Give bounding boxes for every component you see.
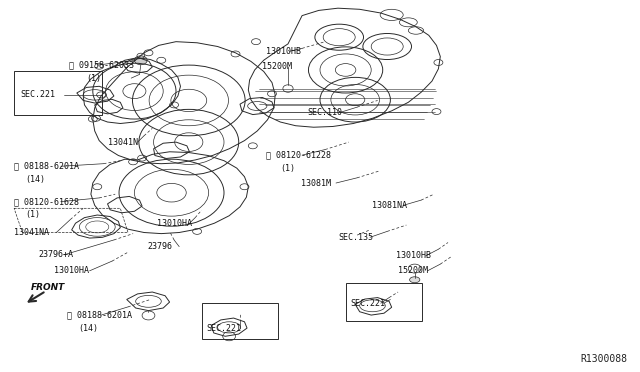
Text: 13010HB: 13010HB: [266, 47, 301, 56]
Bar: [14, 71, 102, 115]
Text: 13010HA: 13010HA: [157, 219, 192, 228]
Text: Ⓑ 08188-6201A: Ⓑ 08188-6201A: [67, 311, 132, 320]
Bar: [202, 303, 278, 339]
Text: 13010HA: 13010HA: [54, 266, 90, 275]
Text: 13041N: 13041N: [108, 138, 138, 147]
Text: (1): (1): [26, 210, 40, 219]
Text: FRONT: FRONT: [31, 283, 65, 292]
Text: 23796+A: 23796+A: [38, 250, 74, 259]
Text: (1): (1): [280, 164, 295, 173]
Text: (14): (14): [79, 324, 99, 333]
Text: Ⓑ 09158-62033: Ⓑ 09158-62033: [69, 61, 134, 70]
Text: 15200M: 15200M: [262, 62, 292, 71]
Text: 15200M: 15200M: [398, 266, 428, 275]
Text: R1300088: R1300088: [580, 354, 627, 364]
Bar: [346, 283, 422, 321]
Text: 13081M: 13081M: [301, 179, 331, 187]
Ellipse shape: [410, 277, 420, 283]
Text: SEC.135: SEC.135: [338, 233, 373, 242]
Text: Ⓑ 08120-61228: Ⓑ 08120-61228: [266, 151, 331, 160]
Text: 13041NA: 13041NA: [14, 228, 49, 237]
Text: (14): (14): [26, 175, 45, 184]
Text: SEC.110: SEC.110: [307, 108, 342, 117]
Text: SEC.221: SEC.221: [20, 90, 56, 99]
Text: 13081NA: 13081NA: [372, 201, 408, 210]
Text: Ⓑ 08120-61628: Ⓑ 08120-61628: [14, 197, 79, 206]
Text: SEC.221: SEC.221: [206, 324, 241, 333]
Text: SEC.221: SEC.221: [351, 299, 386, 308]
Text: Ⓑ 08188-6201A: Ⓑ 08188-6201A: [14, 162, 79, 171]
Text: (1): (1): [86, 74, 101, 83]
Ellipse shape: [134, 56, 147, 65]
Text: 13010HB: 13010HB: [396, 251, 431, 260]
Text: 23796: 23796: [147, 242, 172, 251]
